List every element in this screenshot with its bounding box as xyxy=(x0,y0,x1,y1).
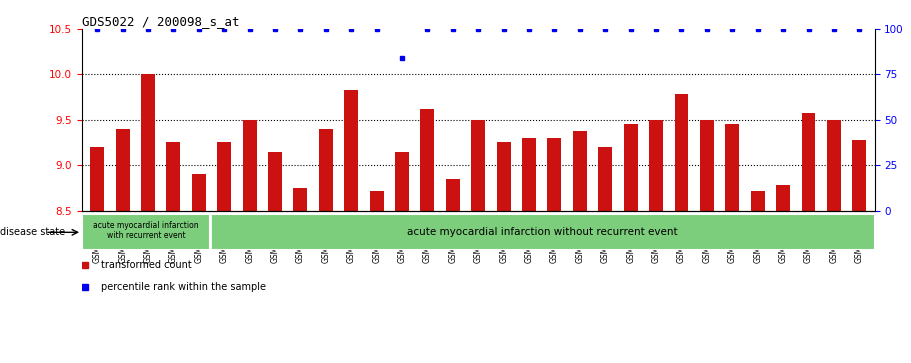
Text: disease state: disease state xyxy=(0,227,65,237)
Bar xyxy=(370,191,384,211)
Bar xyxy=(421,109,435,211)
Bar xyxy=(674,94,689,211)
Bar xyxy=(802,113,815,211)
Bar xyxy=(471,120,486,211)
Bar xyxy=(167,142,180,211)
Bar xyxy=(650,120,663,211)
Bar xyxy=(395,151,409,211)
Bar xyxy=(242,120,257,211)
Bar xyxy=(725,125,740,211)
Bar xyxy=(496,142,511,211)
Bar xyxy=(319,129,333,211)
Bar xyxy=(573,131,587,211)
Text: acute myocardial infarction
with recurrent event: acute myocardial infarction with recurre… xyxy=(93,221,199,240)
Bar xyxy=(210,214,875,250)
Bar xyxy=(268,151,282,211)
Bar xyxy=(522,138,536,211)
Bar xyxy=(548,138,561,211)
Bar xyxy=(624,125,638,211)
Bar xyxy=(293,188,307,211)
Bar xyxy=(827,120,841,211)
Bar xyxy=(344,90,358,211)
Bar xyxy=(751,191,764,211)
Bar xyxy=(853,140,866,211)
Bar xyxy=(116,129,129,211)
Text: percentile rank within the sample: percentile rank within the sample xyxy=(101,282,266,292)
Text: acute myocardial infarction without recurrent event: acute myocardial infarction without recu… xyxy=(407,227,678,237)
Bar xyxy=(445,179,460,211)
Bar xyxy=(82,214,210,250)
Bar xyxy=(217,142,231,211)
Text: GDS5022 / 200098_s_at: GDS5022 / 200098_s_at xyxy=(82,15,240,28)
Bar xyxy=(141,74,155,211)
Text: transformed count: transformed count xyxy=(101,260,192,270)
Bar xyxy=(599,147,612,211)
Bar xyxy=(192,174,206,211)
Bar xyxy=(700,120,714,211)
Bar xyxy=(776,185,790,211)
Bar xyxy=(90,147,104,211)
